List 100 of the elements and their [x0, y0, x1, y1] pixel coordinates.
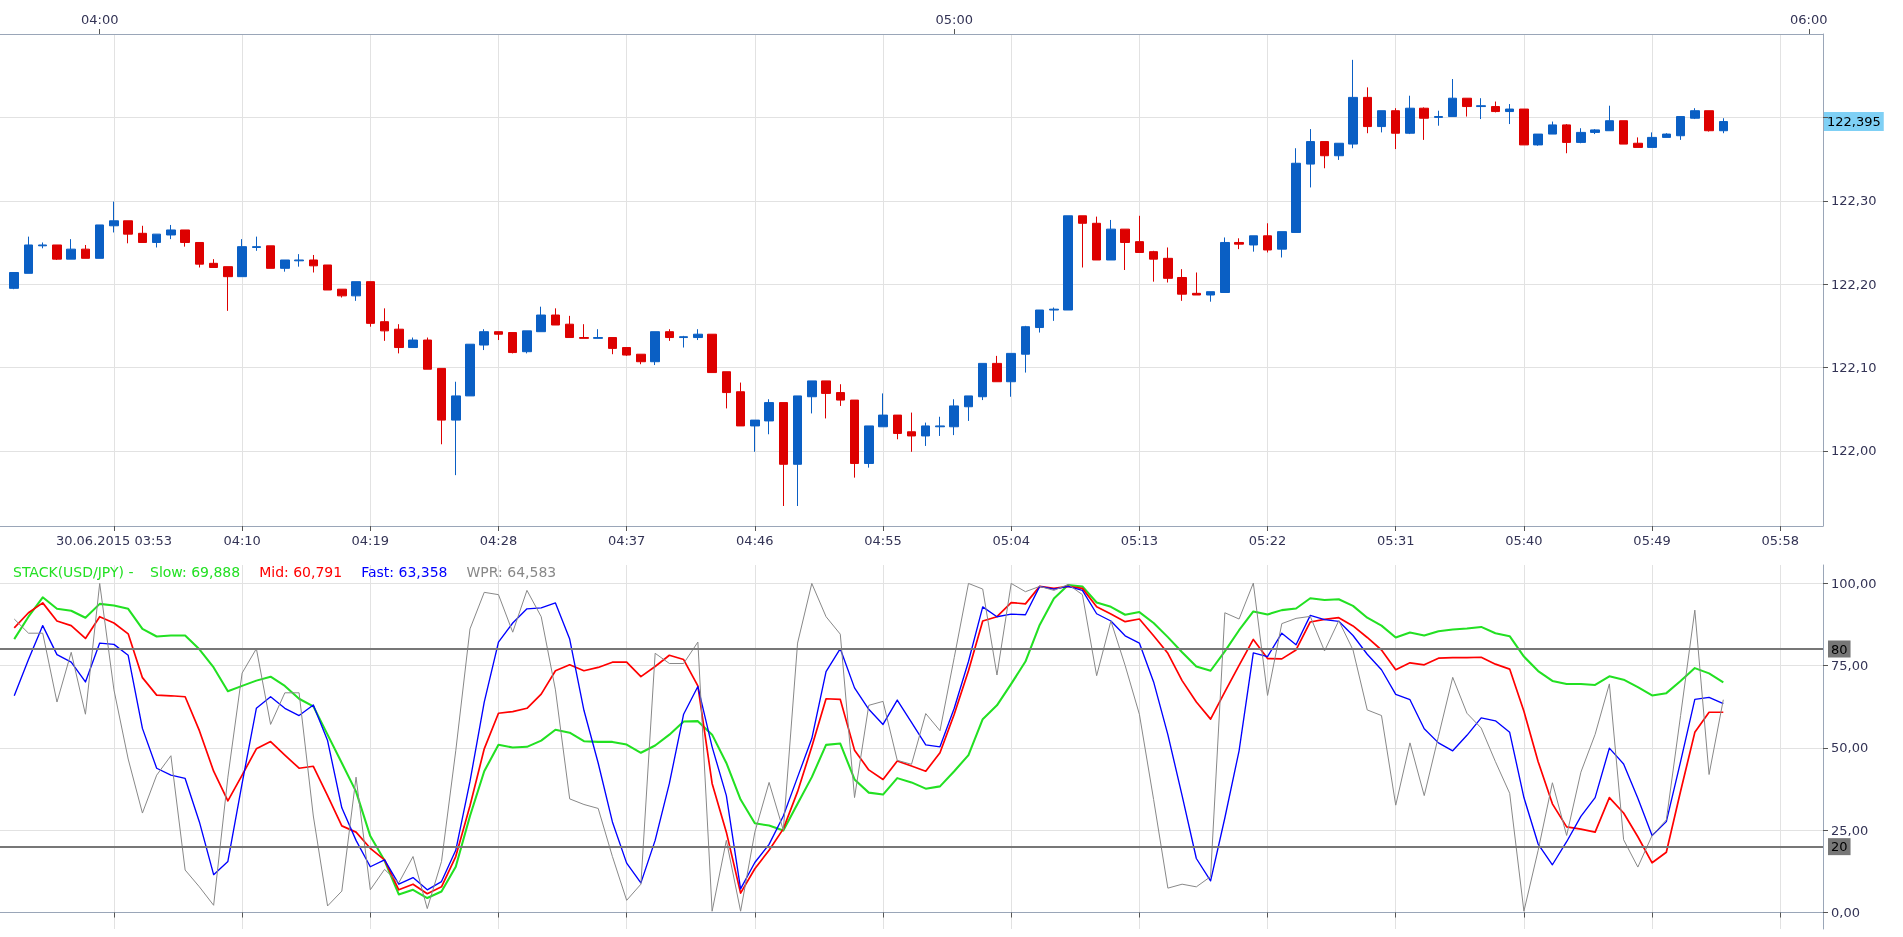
- candlestick: [650, 331, 660, 366]
- candlestick: [764, 398, 774, 435]
- candlestick: [1192, 271, 1201, 296]
- candlestick: [180, 229, 190, 248]
- candlestick: [864, 425, 874, 469]
- candlestick: [878, 392, 888, 428]
- candlestick: [1106, 219, 1116, 261]
- candlestick: [1405, 95, 1415, 135]
- candlestick: [907, 412, 916, 453]
- candlestick: [508, 332, 517, 354]
- candlestick: [1078, 215, 1087, 268]
- x-tick-label: 05:13: [1120, 533, 1159, 548]
- candlestick: [1120, 228, 1130, 271]
- candlestick: [81, 244, 90, 259]
- candlestick: [622, 347, 631, 357]
- candlestick: [565, 315, 574, 339]
- candlestick: [793, 395, 802, 507]
- x-tick-label: 04:46: [736, 533, 774, 548]
- candlestick: [679, 335, 688, 349]
- candlestick: [394, 323, 404, 354]
- candlestick: [750, 419, 760, 453]
- candlestick: [1491, 101, 1500, 113]
- y-tick-label: 100,00: [1831, 575, 1877, 591]
- candlestick: [1605, 105, 1614, 132]
- candlestick: [166, 224, 176, 240]
- candlestick: [38, 241, 47, 249]
- candlestick: [1249, 235, 1258, 253]
- candlestick: [921, 422, 930, 447]
- candlestick: [1434, 110, 1443, 127]
- y-tick-label: 0,00: [1831, 905, 1860, 921]
- candlestick: [294, 253, 304, 268]
- y-tick-label: 50,00: [1831, 740, 1869, 756]
- candlestick: [351, 281, 361, 302]
- candlestick: [1149, 250, 1158, 283]
- candlestick: [1519, 108, 1529, 146]
- x-tick-label: 04:10: [223, 533, 261, 548]
- candlestick: [1533, 133, 1543, 147]
- candlestick: [1647, 131, 1657, 148]
- candlestick: [266, 245, 275, 269]
- x-tick-label: 05:22: [1248, 533, 1287, 548]
- y-tick-label: 122,00: [1831, 443, 1877, 459]
- candlestick: [836, 383, 845, 407]
- candlestick: [1348, 59, 1358, 149]
- candlestick: [1135, 215, 1144, 253]
- candlestick: [1676, 116, 1685, 141]
- candlestick: [722, 371, 731, 409]
- candlestick: [408, 337, 418, 349]
- x-tick-label: 04:55: [864, 533, 902, 548]
- candlestick: [949, 398, 959, 436]
- candlestick: [479, 328, 489, 351]
- candlestick: [608, 337, 617, 355]
- x-tick-label: 04:19: [351, 533, 390, 548]
- candlestick: [992, 355, 1002, 383]
- x-tick-label: 05:40: [1505, 533, 1543, 548]
- x-tick-label: 30.06.2015 03:53: [55, 533, 172, 548]
- candlestick: [1576, 127, 1586, 144]
- candlestick: [1462, 97, 1472, 118]
- candlestick: [1334, 142, 1344, 161]
- x-tick-label: 04:37: [607, 533, 646, 548]
- candlestick: [978, 362, 987, 401]
- x2-tick-label: 06:00: [1790, 12, 1828, 27]
- candlestick: [1220, 236, 1230, 294]
- text: 122,395: [1827, 114, 1881, 130]
- candlestick: [152, 233, 161, 248]
- candlestick: [1619, 120, 1628, 145]
- candlestick: [821, 380, 831, 419]
- candlestick: [522, 330, 532, 354]
- candlestick: [423, 337, 432, 370]
- candlestick: [209, 258, 218, 268]
- text: Mid: 60,791: [259, 564, 343, 580]
- candlestick: [1662, 132, 1671, 138]
- candlestick: [1505, 103, 1514, 125]
- candlestick: [1391, 107, 1400, 150]
- candlestick: [736, 382, 745, 427]
- candlestick: [309, 254, 318, 273]
- candlestick: [1690, 107, 1700, 120]
- candlestick: [494, 331, 503, 341]
- candlestick: [1063, 215, 1073, 311]
- x-tick-label: 04:28: [479, 533, 518, 548]
- candlestick: [707, 333, 717, 374]
- candlestick: [665, 328, 674, 342]
- candlestick: [579, 323, 589, 339]
- candlestick: [593, 328, 603, 339]
- y-tick-label: 122,10: [1831, 360, 1877, 376]
- candlestick: [95, 224, 104, 259]
- candlestick: [807, 380, 817, 414]
- candlestick: [1263, 222, 1272, 253]
- x-tick-label: 05:04: [992, 533, 1030, 548]
- candlestick: [1035, 309, 1044, 334]
- candlestick: [1291, 147, 1301, 233]
- candlestick: [1177, 268, 1187, 302]
- candlestick: [1363, 86, 1372, 134]
- candlestick: [9, 271, 19, 290]
- candlestick: [850, 399, 859, 479]
- candlestick: [1092, 216, 1101, 261]
- candlestick: [123, 220, 133, 244]
- candlestick: [280, 259, 290, 273]
- candlestick: [451, 381, 461, 476]
- candlestick: [536, 306, 546, 333]
- candlestick: [551, 307, 560, 326]
